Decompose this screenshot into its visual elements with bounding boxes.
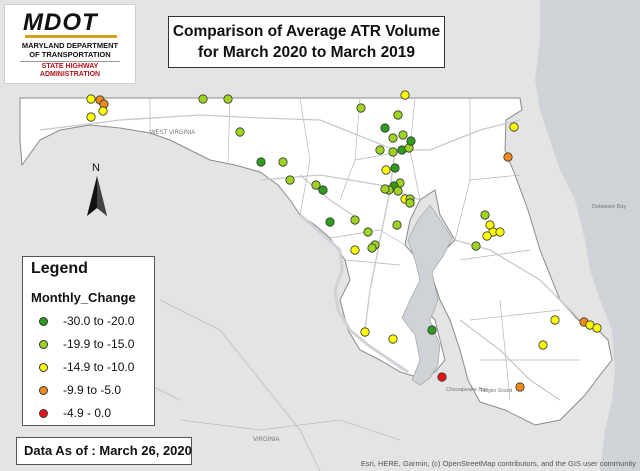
north-arrow-label: N — [92, 162, 100, 174]
logo-stripe — [25, 35, 117, 38]
logo-rule — [20, 61, 120, 62]
atr-station-marker[interactable] — [198, 94, 208, 104]
atr-station-marker[interactable] — [503, 152, 513, 162]
legend-swatch — [39, 385, 48, 395]
label-delaware-bay: Delaware Bay — [592, 204, 626, 210]
legend-item: -4.9 - 0.0 — [39, 405, 111, 421]
atr-station-marker[interactable] — [393, 110, 403, 120]
atr-station-marker[interactable] — [393, 186, 403, 196]
atr-station-marker[interactable] — [350, 215, 360, 225]
label-tangier-sound: Tangier Sound — [480, 388, 512, 394]
atlantic-ocean — [535, 0, 640, 471]
atr-station-marker[interactable] — [388, 133, 398, 143]
legend-swatch — [39, 408, 48, 418]
atr-station-marker[interactable] — [427, 325, 437, 335]
atr-station-marker[interactable] — [367, 243, 377, 253]
atr-station-marker[interactable] — [375, 145, 385, 155]
atr-station-marker[interactable] — [398, 130, 408, 140]
legend-swatch — [39, 339, 48, 349]
atr-station-marker[interactable] — [235, 127, 245, 137]
atr-station-marker[interactable] — [482, 231, 492, 241]
north-arrow-icon — [87, 176, 107, 216]
atr-station-marker[interactable] — [388, 147, 398, 157]
legend-item: -30.0 to -20.0 — [39, 313, 134, 329]
atr-station-marker[interactable] — [223, 94, 233, 104]
atr-station-marker[interactable] — [356, 103, 366, 113]
legend-item: -19.9 to -15.0 — [39, 336, 134, 352]
atr-station-marker[interactable] — [325, 217, 335, 227]
atr-station-marker[interactable] — [480, 210, 490, 220]
atr-station-marker[interactable] — [515, 382, 525, 392]
atr-station-marker[interactable] — [592, 323, 602, 333]
atr-station-marker[interactable] — [86, 112, 96, 122]
atr-station-marker[interactable] — [400, 90, 410, 100]
title-line1: Comparison of Average ATR Volume — [172, 23, 441, 40]
logo-wordmark: MDOT — [23, 9, 98, 36]
atr-station-marker[interactable] — [437, 372, 447, 382]
potomac-river — [299, 213, 409, 374]
atr-station-marker[interactable] — [406, 136, 416, 146]
atr-station-marker[interactable] — [380, 184, 390, 194]
atr-station-marker[interactable] — [363, 227, 373, 237]
atr-station-marker[interactable] — [98, 106, 108, 116]
title-line2: for March 2020 to March 2019 — [197, 44, 416, 61]
map-title: Comparison of Average ATR Volume for Mar… — [168, 16, 445, 68]
atr-station-marker[interactable] — [405, 198, 415, 208]
legend-field: Monthly_Change — [31, 290, 136, 305]
chesapeake-bay — [401, 204, 453, 386]
label-chesapeake-bay: Chesapeake Bay — [446, 387, 488, 393]
atr-station-marker[interactable] — [311, 180, 321, 190]
legend-item-label: -14.9 to -10.0 — [63, 360, 135, 374]
atr-station-marker[interactable] — [471, 241, 481, 251]
legend-swatch — [39, 362, 48, 372]
atr-station-marker[interactable] — [318, 185, 328, 195]
logo-line2: OF TRANSPORTATION — [29, 50, 111, 59]
legend-item-label: -30.0 to -20.0 — [63, 314, 135, 328]
atr-station-marker[interactable] — [390, 163, 400, 173]
atr-station-marker[interactable] — [388, 334, 398, 344]
atr-station-marker[interactable] — [380, 123, 390, 133]
logo-line1: MARYLAND DEPARTMENT — [21, 41, 119, 50]
label-virginia: VIRGINIA — [253, 437, 279, 443]
atr-station-marker[interactable] — [285, 175, 295, 185]
legend-item: -14.9 to -10.0 — [39, 359, 134, 375]
atr-station-marker[interactable] — [256, 157, 266, 167]
legend-swatch — [39, 316, 48, 326]
atr-station-marker[interactable] — [509, 122, 519, 132]
map-attribution: Esri, HERE, Garmin, (c) OpenStreetMap co… — [360, 459, 636, 468]
north-arrow: N — [85, 162, 109, 220]
legend-item-label: -4.9 - 0.0 — [63, 406, 112, 420]
data-as-of: Data As of : March 26, 2020 — [16, 437, 192, 465]
atr-station-marker[interactable] — [360, 327, 370, 337]
roads — [39, 114, 591, 401]
legend-item: -9.9 to -5.0 — [39, 382, 121, 398]
mdot-logo: MDOT MARYLAND DEPARTMENT OF TRANSPORTATI… — [4, 4, 136, 84]
legend-panel: Legend Monthly_Change -30.0 to -20.0 -19… — [22, 256, 155, 426]
logo-line3: STATE HIGHWAY — [41, 63, 99, 70]
atr-station-marker[interactable] — [392, 220, 402, 230]
atr-station-marker[interactable] — [495, 227, 505, 237]
atr-station-marker[interactable] — [278, 157, 288, 167]
atr-station-marker[interactable] — [538, 340, 548, 350]
label-west-virginia: WEST VIRGINIA — [150, 130, 195, 136]
legend-title: Legend — [31, 260, 88, 277]
logo-line4: ADMINISTRATION — [39, 71, 101, 78]
legend-item-label: -9.9 to -5.0 — [63, 383, 122, 397]
atr-station-marker[interactable] — [381, 165, 391, 175]
atr-station-marker[interactable] — [86, 94, 96, 104]
atr-station-marker[interactable] — [350, 245, 360, 255]
legend-item-label: -19.9 to -15.0 — [63, 337, 135, 351]
atr-stations — [86, 90, 602, 392]
atr-station-marker[interactable] — [550, 315, 560, 325]
